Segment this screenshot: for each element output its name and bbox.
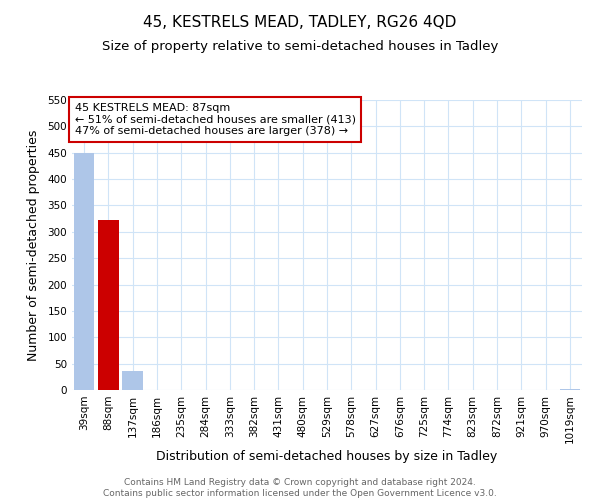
Bar bbox=[74, 152, 94, 390]
Text: Size of property relative to semi-detached houses in Tadley: Size of property relative to semi-detach… bbox=[102, 40, 498, 53]
Text: 45, KESTRELS MEAD, TADLEY, RG26 4QD: 45, KESTRELS MEAD, TADLEY, RG26 4QD bbox=[143, 15, 457, 30]
Bar bbox=[98, 220, 119, 390]
Bar bbox=[560, 389, 580, 390]
Text: 45 KESTRELS MEAD: 87sqm
← 51% of semi-detached houses are smaller (413)
47% of s: 45 KESTRELS MEAD: 87sqm ← 51% of semi-de… bbox=[74, 103, 356, 136]
Y-axis label: Number of semi-detached properties: Number of semi-detached properties bbox=[28, 130, 40, 360]
Bar bbox=[122, 371, 143, 390]
Text: Contains HM Land Registry data © Crown copyright and database right 2024.
Contai: Contains HM Land Registry data © Crown c… bbox=[103, 478, 497, 498]
X-axis label: Distribution of semi-detached houses by size in Tadley: Distribution of semi-detached houses by … bbox=[157, 450, 497, 464]
